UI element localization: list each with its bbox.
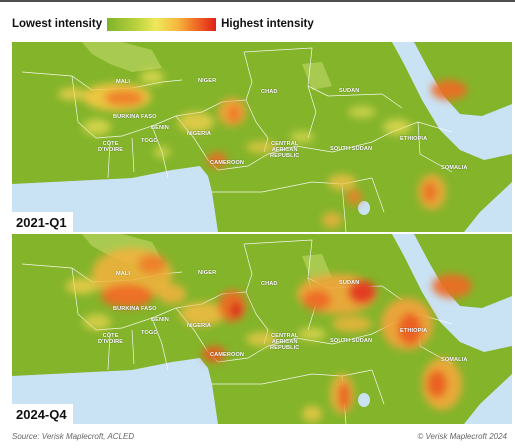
label-togo: TOGO [141,330,158,336]
source-note: Source: Verisk Maplecroft, ACLED [12,432,135,441]
arabian-peninsula [414,234,512,308]
lake-victoria [358,201,370,215]
sahara-zone [82,42,162,72]
label-sudan: SUDAN [339,88,360,94]
intensity-heatmap [58,70,467,228]
label-south-sudan: SOUTH SUDAN [330,146,373,152]
label-chad: CHAD [261,281,278,287]
lake-victoria [358,393,370,407]
label-benin: BENIN [151,125,169,131]
period-label: 2024-Q4 [12,404,73,424]
arabian-peninsula [414,42,512,116]
period-label: 2021-Q1 [12,212,73,232]
intensity-legend: Lowest intensity Highest intensity [12,14,314,34]
intensity-heatmap [66,248,472,422]
label-cameroon: CAMEROON [210,352,245,358]
legend-gradient-bar [107,17,217,31]
label-car: CENTRAL AFRICAN REPUBLIC [270,333,300,351]
label-chad: CHAD [261,89,278,95]
label-cote-divoire: CÔTE D'IVOIRE [98,141,124,153]
label-burkina-faso: BURKINA FASO [113,114,157,120]
map-panel-2024-q4: MALI NIGER CHAD SUDAN BURKINA FASO BENIN… [12,234,512,424]
label-mali: MALI [116,271,131,277]
label-nigeria: NIGERIA [187,323,212,329]
label-togo: TOGO [141,138,158,144]
label-south-sudan: SOUTH SUDAN [330,338,373,344]
label-car: CENTRAL AFRICAN REPUBLIC [270,141,300,159]
legend-high-label: Highest intensity [221,18,314,30]
top-rule [0,0,515,2]
label-somalia: SOMALIA [441,165,468,171]
label-ethiopia: ETHIOPIA [400,328,428,334]
label-sudan: SUDAN [339,280,360,286]
label-nigeria: NIGERIA [187,131,212,137]
label-cote-divoire: CÔTE D'IVOIRE [98,333,124,345]
label-burkina-faso: BURKINA FASO [113,306,157,312]
label-mali: MALI [116,79,131,85]
map-panel-2021-q1: MALI NIGER CHAD SUDAN BURKINA FASO BENIN… [12,42,512,232]
label-niger: NIGER [198,270,217,276]
label-cameroon: CAMEROON [210,160,245,166]
label-ethiopia: ETHIOPIA [400,136,428,142]
label-niger: NIGER [198,78,217,84]
copyright-note: © Verisk Maplecroft 2024 [417,432,507,441]
label-somalia: SOMALIA [441,357,468,363]
legend-low-label: Lowest intensity [12,18,103,30]
label-benin: BENIN [151,317,169,323]
